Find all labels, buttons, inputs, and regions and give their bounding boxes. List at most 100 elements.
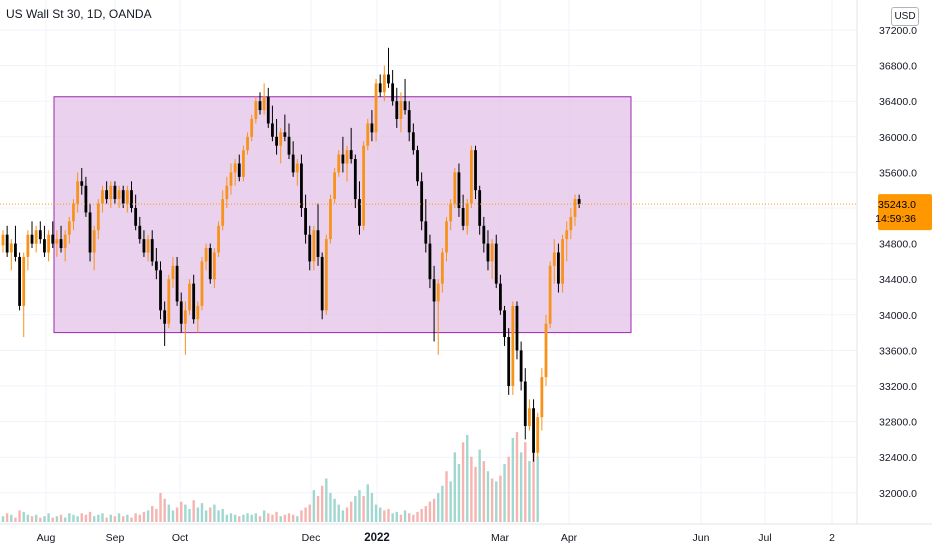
currency-button[interactable]: USD — [891, 7, 919, 26]
candle-body — [200, 261, 204, 306]
volume-bar — [47, 513, 50, 522]
candle-body — [329, 199, 332, 240]
price-tick-label: 32000.0 — [879, 488, 917, 500]
candle-body — [38, 230, 42, 240]
price-tick-label: 34800.0 — [879, 239, 917, 251]
candle-body — [204, 248, 208, 262]
candle-body — [258, 101, 262, 111]
volume-bar — [30, 516, 34, 522]
volume-bar — [474, 466, 477, 522]
candle-body — [1, 234, 5, 246]
volume-bar — [138, 514, 141, 522]
volume-bar — [209, 507, 212, 522]
price-tick-label: 36400.0 — [879, 96, 917, 108]
candle-body — [67, 221, 71, 235]
volume-bar — [279, 516, 282, 522]
volume-bar — [262, 510, 266, 522]
candle-body — [295, 163, 299, 173]
volume-bar — [126, 514, 129, 522]
volume-bar — [329, 493, 332, 522]
volume-bar — [39, 517, 42, 522]
volume-bar — [188, 508, 191, 522]
candle-body — [411, 132, 415, 151]
volume-bar — [88, 511, 92, 522]
time-tick-label: Mar — [491, 532, 510, 544]
price-countdown: 14:59:36 — [875, 213, 916, 225]
candle-body — [225, 185, 229, 200]
volume-bar — [97, 514, 100, 522]
candle-body — [507, 337, 511, 386]
candle-body — [519, 350, 523, 382]
candle-body — [486, 243, 490, 262]
candle-body — [55, 239, 59, 244]
candle-body — [250, 119, 254, 137]
volume-bar — [366, 484, 369, 522]
volume-bar — [408, 513, 411, 522]
candle-body — [474, 150, 477, 191]
candle-body — [552, 252, 556, 266]
volume-bar — [291, 514, 295, 522]
candle-body — [358, 199, 361, 226]
candle-body — [416, 150, 419, 182]
candle-body — [26, 234, 30, 257]
volume-bar — [486, 471, 490, 522]
candle-body — [159, 270, 162, 311]
volume-bar — [304, 507, 307, 522]
volume-bar — [258, 516, 262, 522]
price-axis[interactable]: 37200.0 36800.0 36400.0 36000.0 35600.0 34800… — [879, 25, 917, 500]
candle-body — [84, 185, 88, 213]
candle-body — [196, 305, 200, 320]
volume-bar — [5, 513, 9, 522]
candle-body — [428, 243, 432, 280]
candle-body — [324, 239, 328, 311]
volume-bar — [349, 501, 353, 522]
volume-bar — [333, 498, 336, 522]
volume-bar — [320, 485, 324, 522]
candle-body — [341, 154, 345, 164]
candle-body — [266, 96, 270, 124]
volume-bar — [92, 516, 96, 522]
candle-body — [279, 132, 283, 146]
time-axis[interactable]: Aug Sep Oct Dec 2022 Mar Apr Jun Jul 2 — [37, 532, 835, 544]
volume-bar — [383, 510, 386, 522]
volume-bar — [175, 507, 179, 522]
candle-body — [391, 83, 395, 102]
volume-bar — [155, 508, 158, 522]
volume-bar — [453, 452, 457, 522]
range-box-layer — [53, 96, 632, 334]
volume-bar — [482, 461, 486, 522]
volume-bar — [84, 514, 88, 522]
volume-bar — [192, 500, 195, 522]
volume-bar — [466, 435, 469, 522]
candle-body — [208, 248, 212, 280]
candle-body — [432, 279, 436, 302]
volume-bar — [515, 432, 519, 522]
volume-bar — [378, 507, 382, 522]
candle-body — [478, 190, 482, 226]
candle-body — [34, 230, 38, 244]
volume-bar — [441, 485, 444, 522]
candle-body — [63, 234, 67, 249]
candle-body — [349, 150, 353, 160]
candle-body — [465, 203, 469, 226]
volume-bar — [34, 514, 38, 522]
candle-body — [92, 230, 96, 253]
volume-bar — [72, 514, 75, 522]
volume-bar — [532, 449, 535, 522]
price-tick-label: 36800.0 — [879, 61, 917, 73]
volume-bar — [536, 456, 539, 522]
candle-body — [76, 181, 80, 204]
volume-bar — [432, 498, 436, 522]
candle-body — [175, 265, 179, 302]
candle-body — [150, 239, 154, 262]
candle-body — [130, 190, 133, 208]
volume-bar — [213, 504, 216, 522]
volume-bar — [296, 516, 299, 522]
candle-body — [449, 203, 453, 222]
volume-bar — [395, 511, 398, 522]
candle-body — [192, 283, 196, 320]
candle-body — [424, 221, 428, 244]
volume-bar — [271, 514, 274, 522]
